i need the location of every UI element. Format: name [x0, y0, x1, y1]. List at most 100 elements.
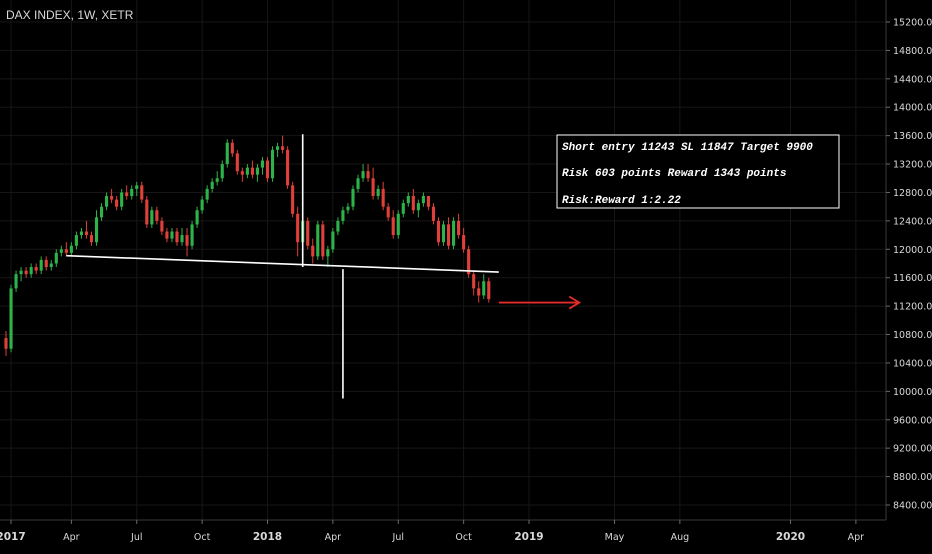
candle-body [316, 224, 320, 257]
x-tick-label: Apr [63, 532, 80, 543]
candle-body [145, 199, 149, 225]
y-tick-label: 8800.00 [893, 472, 932, 483]
candle-body [19, 270, 23, 275]
candle-body [205, 188, 209, 200]
candle-body [49, 263, 53, 268]
y-tick-label: 11600.00 [893, 273, 932, 284]
candle-body [401, 203, 405, 214]
candle-body [321, 224, 325, 257]
candle-body [431, 206, 436, 221]
candle-body [396, 213, 400, 236]
x-tick-label: 2018 [253, 531, 282, 543]
candle-body [39, 259, 43, 271]
target-arrow-head [568, 295, 582, 310]
candle-body [356, 178, 360, 189]
y-tick-label: 14400.00 [893, 74, 932, 85]
candle-body [115, 199, 119, 207]
candle-body [286, 149, 290, 186]
candle-body [235, 153, 239, 172]
candle-body [29, 267, 33, 275]
candle-body [69, 245, 73, 253]
candle-body [215, 178, 219, 182]
candle-body [89, 235, 94, 243]
candle-body [230, 142, 234, 154]
y-tick-label: 9600.00 [893, 415, 932, 426]
candle-body [336, 220, 340, 232]
neckline[interactable] [66, 254, 499, 273]
candle-body [406, 196, 410, 204]
grid-layer [0, 0, 886, 520]
annotation-line-3: Risk:Reward 1:2.22 [562, 195, 681, 207]
annotation-box[interactable]: Short entry 11243 SL 11847 Target 9900 R… [556, 134, 840, 209]
chart-title: DAX INDEX, 1W, XETR [6, 8, 134, 22]
candle-body [170, 231, 174, 239]
candle-body [275, 146, 280, 150]
candle-body [210, 181, 214, 189]
candle-body [99, 206, 104, 218]
candle-body [125, 192, 129, 197]
candle-body [371, 178, 375, 197]
candle-body [24, 270, 28, 275]
candle-body [260, 160, 265, 168]
y-tick-label: 14800.00 [893, 46, 932, 57]
candle-body [472, 274, 476, 289]
x-tick-label: May [605, 532, 625, 543]
x-tick-label: Oct [194, 532, 211, 543]
candle-body [150, 210, 154, 225]
candle-body [391, 217, 395, 236]
candle-body [411, 196, 415, 211]
candle-body [165, 231, 169, 239]
candle-body [381, 188, 385, 207]
candle-body [64, 249, 68, 253]
candle-body [190, 224, 194, 246]
x-tick-label: Apr [848, 532, 865, 543]
candle-body [487, 281, 491, 300]
candle-body [441, 224, 446, 243]
candle-body [457, 220, 461, 236]
candle-body [155, 210, 159, 221]
candle-body [74, 235, 78, 246]
candle-body [9, 288, 13, 349]
candle-body [105, 196, 109, 207]
candle-body [446, 224, 451, 246]
x-tick-label: 2017 [0, 531, 26, 543]
annotation-line-1: Short entry 11243 SL 11847 Target 9900 [562, 142, 813, 154]
candle-body [306, 220, 310, 246]
candle-body [462, 235, 466, 250]
candle-layer [4, 135, 491, 356]
candle-body [296, 213, 300, 243]
candle-body [135, 185, 139, 189]
y-tick-label: 14000.00 [893, 103, 932, 114]
x-tick-label: Oct [455, 532, 472, 543]
y-tick-label: 15200.00 [893, 18, 932, 29]
y-tick-label: 8400.00 [893, 501, 932, 512]
candle-body [4, 338, 8, 349]
candle-body [346, 206, 350, 211]
y-tick-label: 11200.00 [893, 302, 932, 313]
y-tick-label: 13600.00 [893, 131, 932, 142]
y-tick-label: 12000.00 [893, 245, 932, 256]
candle-body [200, 199, 204, 211]
candle-body [185, 235, 189, 246]
y-tick-label: 10800.00 [893, 330, 932, 341]
y-axis: 8400.00 8800.00 9200.00 9600.00 10000.00 1040… [885, 0, 932, 520]
candle-body [270, 149, 275, 179]
candle-body [44, 259, 48, 268]
candle-body [291, 185, 295, 214]
x-axis: 2017 Apr Jul Oct 2018 Apr Jul Oct 2019 May Aug 2020… [0, 519, 886, 543]
candle-body [436, 220, 441, 243]
candle-body [386, 206, 390, 218]
y-tick-label: 10000.00 [893, 387, 932, 398]
candle-body [416, 203, 420, 211]
annotation-frame [556, 134, 840, 209]
y-tick-label: 9200.00 [893, 444, 932, 455]
x-tick-label: Jul [392, 532, 404, 543]
candle-body [14, 274, 18, 289]
candle-body [140, 185, 144, 200]
candle-body [84, 231, 89, 236]
candle-body [120, 192, 124, 207]
x-tick-label: Aug [671, 532, 690, 543]
candle-body [281, 146, 285, 150]
candle-body [467, 249, 471, 275]
